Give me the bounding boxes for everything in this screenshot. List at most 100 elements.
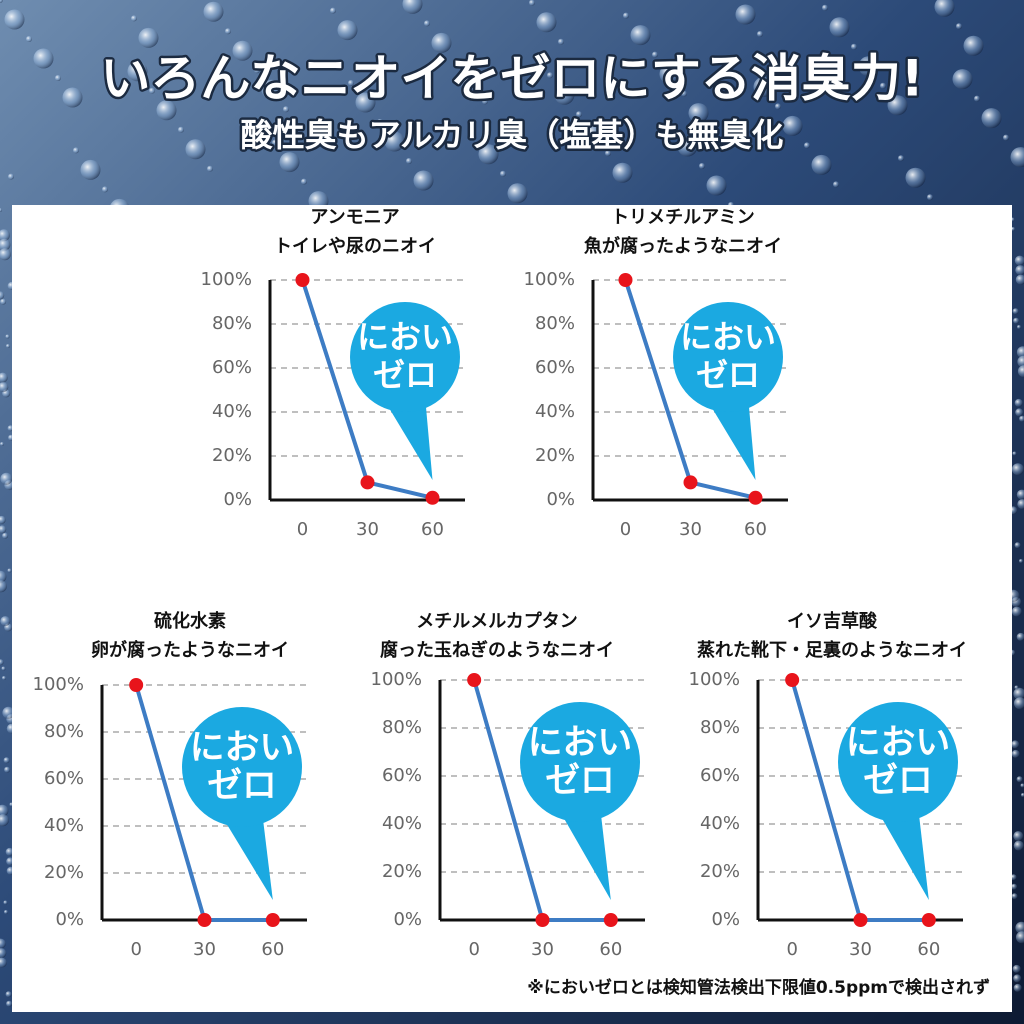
callout [706, 396, 756, 480]
bubble [0, 525, 7, 534]
data-point [921, 913, 936, 927]
bubble [0, 580, 7, 593]
bubble [1016, 632, 1024, 641]
bubble [507, 183, 528, 204]
y-tick-label: 40% [44, 815, 84, 836]
bubble [73, 147, 79, 154]
chart-subtitle: 卵が腐ったようなニオイ [91, 639, 289, 661]
bubble [956, 23, 962, 30]
bubble [1011, 749, 1020, 758]
x-tick-label: 30 [356, 519, 379, 540]
bubble [7, 568, 12, 573]
bubble [156, 100, 177, 121]
x-tick-label: 60 [421, 519, 444, 540]
bubble [0, 298, 7, 305]
x-tick-label: 0 [130, 939, 141, 960]
bubble [1017, 355, 1024, 368]
bubble [355, 92, 376, 113]
y-tick-label: 80% [212, 313, 252, 334]
data-point [467, 673, 482, 687]
bubble [699, 163, 705, 169]
bubble [583, 123, 604, 144]
y-tick-label: 60% [382, 765, 422, 786]
chart-title: アンモニア [310, 207, 399, 228]
bubble [536, 12, 557, 33]
x-tick-label: 30 [679, 519, 702, 540]
bubble [735, 4, 756, 25]
bubble [203, 1, 224, 22]
bubble [1011, 883, 1018, 890]
bubble [62, 87, 83, 108]
data-point [295, 273, 310, 287]
bubble [1010, 874, 1017, 881]
callout [182, 707, 302, 827]
bubble [775, 103, 781, 110]
x-tick-label: 0 [468, 939, 479, 960]
y-tick-label: 20% [44, 862, 84, 883]
bubble [1016, 489, 1024, 500]
bubble [2, 706, 15, 719]
bubble [981, 108, 1002, 129]
bubble [1017, 499, 1024, 510]
bubble [934, 0, 955, 17]
data-point [618, 273, 633, 287]
bubble [80, 159, 101, 180]
bubble [453, 59, 459, 66]
y-tick-label: 100% [33, 674, 84, 695]
bubble [887, 95, 908, 116]
y-tick-label: 40% [700, 813, 740, 834]
bubble [138, 27, 159, 48]
callout-text: におい [357, 318, 453, 356]
bubble [0, 372, 8, 383]
bubble [688, 103, 709, 124]
bubble [547, 72, 553, 79]
bubble [0, 382, 9, 393]
bubble [1014, 685, 1019, 690]
bubble [1014, 542, 1021, 549]
bubble [402, 0, 423, 14]
bubble [612, 162, 633, 183]
bubble [706, 175, 727, 196]
callout-text: におい [846, 723, 950, 763]
y-tick-label: 0% [546, 489, 575, 510]
bubble [858, 56, 879, 77]
bubble [753, 76, 774, 97]
bubble [1013, 983, 1022, 992]
bubble [576, 111, 582, 118]
bubble [261, 79, 282, 100]
callout [520, 702, 640, 822]
callout [350, 302, 460, 412]
bubble [3, 900, 8, 905]
bubble [178, 126, 184, 133]
bubble [1017, 365, 1024, 378]
bubble [1013, 317, 1020, 324]
y-tick-label: 80% [700, 717, 740, 738]
bubble [384, 131, 405, 152]
bubble [782, 115, 803, 136]
bubble [0, 938, 6, 949]
bubble [927, 194, 933, 201]
data-point [683, 475, 698, 490]
chart-subtitle: トイレや尿のニオイ [274, 236, 436, 257]
x-tick-label: 30 [849, 939, 872, 960]
bubble [283, 106, 289, 113]
x-tick-label: 30 [193, 939, 216, 960]
chart-subtitle: 魚が腐ったようなニオイ [584, 235, 782, 257]
bubble [272, 139, 278, 146]
panel [12, 205, 1012, 1012]
data-point [129, 678, 144, 692]
y-tick-label: 80% [44, 721, 84, 742]
data-point [265, 913, 280, 927]
bubble [974, 95, 980, 102]
y-tick-label: 0% [55, 909, 84, 930]
callout [558, 806, 611, 900]
chart-title: 硫化水素 [154, 610, 226, 632]
bubble [1003, 134, 1009, 141]
bubble [102, 186, 108, 193]
y-tick-label: 40% [382, 813, 422, 834]
y-tick-label: 20% [382, 861, 422, 882]
bubble [0, 291, 5, 300]
bubble [406, 158, 412, 164]
y-tick-label: 80% [535, 313, 575, 334]
bubble [0, 957, 7, 968]
